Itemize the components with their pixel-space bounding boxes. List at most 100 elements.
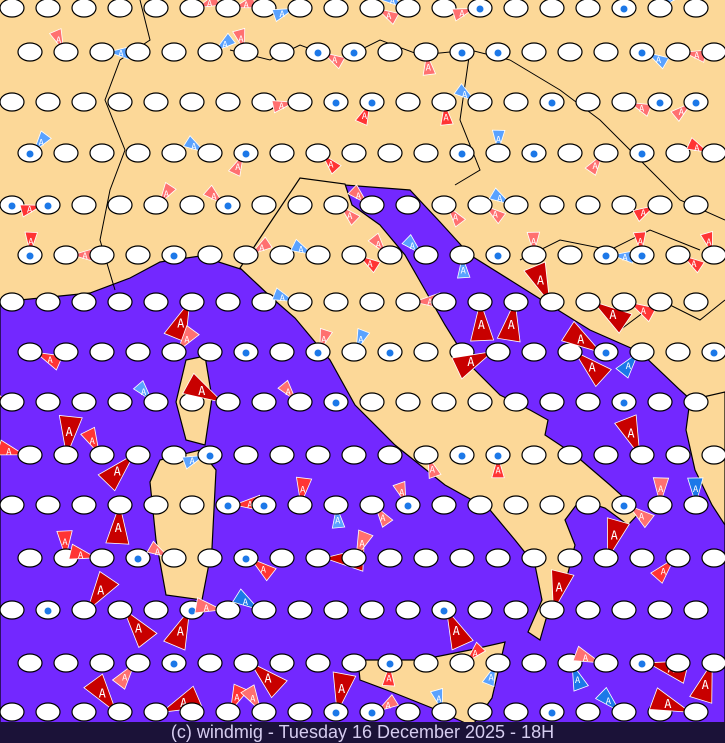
wind-label: A: [639, 512, 645, 522]
wind-label: A: [478, 318, 486, 332]
wind-triangle: [606, 517, 631, 561]
wind-label: A: [280, 294, 286, 304]
station-oval-icon: [143, 600, 169, 620]
station-oval-icon: [125, 245, 151, 265]
station-oval-icon: [467, 392, 493, 412]
station-oval-icon: [341, 245, 367, 265]
station-oval-icon: [161, 548, 187, 568]
station-oval-icon: [413, 653, 439, 673]
station-oval-icon: [539, 600, 565, 620]
wind-label: A: [592, 162, 598, 172]
wind-triangle-icon: A: [648, 687, 692, 713]
wind-label: A: [82, 252, 88, 262]
wind-label: A: [508, 318, 516, 332]
station-oval-icon: [449, 548, 475, 568]
station-oval-icon: [197, 143, 223, 163]
station-oval-icon: [359, 392, 385, 412]
station-oval-icon: [89, 245, 115, 265]
wind-triangle: [632, 231, 647, 256]
station-oval-icon: [179, 495, 205, 515]
wind-label: A: [495, 466, 501, 476]
wind-triangle-icon: A: [163, 607, 191, 651]
station-oval-icon: [593, 653, 619, 673]
station-oval-icon: [629, 342, 655, 362]
station-oval-icon: [575, 600, 601, 620]
wind-triangle-icon: A: [650, 557, 675, 584]
wind-label: A: [211, 192, 217, 202]
station-oval-icon: [197, 42, 223, 62]
station-oval-icon: [665, 245, 691, 265]
station-oval-icon: [71, 92, 97, 112]
wind-triangle-icon: A: [249, 661, 288, 699]
wind-label: A: [622, 253, 628, 263]
wind-triangle: [491, 129, 506, 154]
wind-label: A: [627, 426, 635, 440]
station-oval-icon: [539, 495, 565, 515]
wind-label: A: [531, 238, 537, 248]
wind-label: A: [279, 102, 285, 112]
station-oval-icon: [557, 42, 583, 62]
wind-triangle-icon: A: [111, 662, 136, 690]
rain-drop-icon: [44, 607, 52, 615]
wind-label: A: [244, 1, 250, 11]
wind-triangle-icon: A: [56, 530, 73, 559]
rain-drop-icon: [224, 502, 232, 510]
station-oval-icon: [305, 548, 331, 568]
wind-label: A: [191, 142, 197, 152]
station-oval-icon: [539, 392, 565, 412]
station-oval-icon: [413, 445, 439, 465]
station-oval-icon: [17, 342, 43, 362]
station-oval-icon: [557, 445, 583, 465]
station-oval-icon: [323, 0, 349, 18]
wind-label: A: [114, 465, 122, 479]
wind-triangle-icon: A: [97, 453, 135, 492]
station-oval-icon: [377, 245, 403, 265]
wind-label: A: [118, 50, 124, 60]
wind-triangle: [627, 504, 655, 529]
rain-drop-icon: [134, 555, 142, 563]
station-oval-icon: [683, 392, 709, 412]
wind-label: A: [462, 91, 468, 101]
station-oval-icon: [413, 143, 439, 163]
station-oval-icon: [107, 0, 133, 18]
rain-drop-icon: [602, 252, 610, 260]
wind-triangle: [332, 671, 357, 715]
station-oval-icon: [503, 495, 529, 515]
wind-triangle: [650, 557, 675, 584]
station-oval-icon: [323, 292, 349, 312]
wind-triangle-icon: A: [456, 254, 471, 279]
wind-triangle-icon: A: [632, 231, 647, 256]
station-oval-icon: [647, 292, 673, 312]
wind-label: A: [694, 144, 700, 154]
station-oval-icon: [647, 600, 673, 620]
station-oval-icon: [467, 292, 493, 312]
wind-label: A: [62, 538, 68, 548]
station-oval-icon: [665, 42, 691, 62]
station-oval-icon: [35, 392, 61, 412]
station-oval-icon: [197, 245, 223, 265]
wind-triangle-icon: A: [615, 351, 640, 379]
station-oval-icon: [359, 495, 385, 515]
rain-drop-icon: [224, 202, 232, 210]
station-oval-icon: [431, 0, 457, 18]
wind-triangle: [614, 414, 641, 458]
wind-label: A: [362, 112, 368, 122]
station-oval-icon: [521, 445, 547, 465]
wind-label: A: [279, 10, 285, 20]
station-oval-icon: [359, 292, 385, 312]
wind-label: A: [56, 36, 62, 46]
wind-label: A: [238, 35, 244, 45]
wind-triangle: [451, 351, 494, 380]
station-oval-icon: [71, 292, 97, 312]
station-oval-icon: [215, 600, 241, 620]
station-oval-icon: [413, 342, 439, 362]
wind-triangle-icon: A: [68, 543, 98, 561]
station-oval-icon: [521, 42, 547, 62]
station-oval-icon: [17, 445, 43, 465]
wind-triangle-icon: A: [249, 557, 277, 582]
rain-drop-icon: [620, 399, 628, 407]
wind-label: A: [164, 190, 170, 200]
station-oval-icon: [377, 445, 403, 465]
station-oval-icon: [521, 653, 547, 673]
